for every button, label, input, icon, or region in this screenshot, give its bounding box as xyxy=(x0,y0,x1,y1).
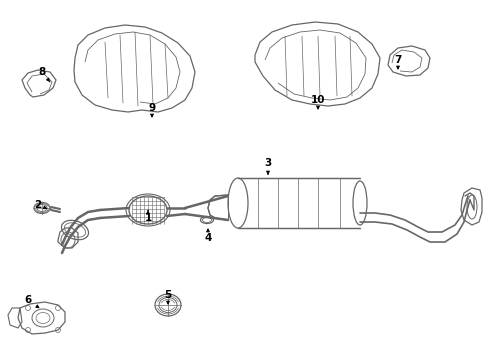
Text: 6: 6 xyxy=(24,295,39,308)
Text: 5: 5 xyxy=(164,290,171,304)
Text: 4: 4 xyxy=(204,229,212,243)
Text: 9: 9 xyxy=(148,103,155,117)
Text: 2: 2 xyxy=(34,200,47,210)
Text: 7: 7 xyxy=(394,55,402,69)
Text: 8: 8 xyxy=(38,67,50,82)
Text: 3: 3 xyxy=(265,158,271,174)
Text: 10: 10 xyxy=(311,95,325,109)
Text: 1: 1 xyxy=(145,210,151,223)
